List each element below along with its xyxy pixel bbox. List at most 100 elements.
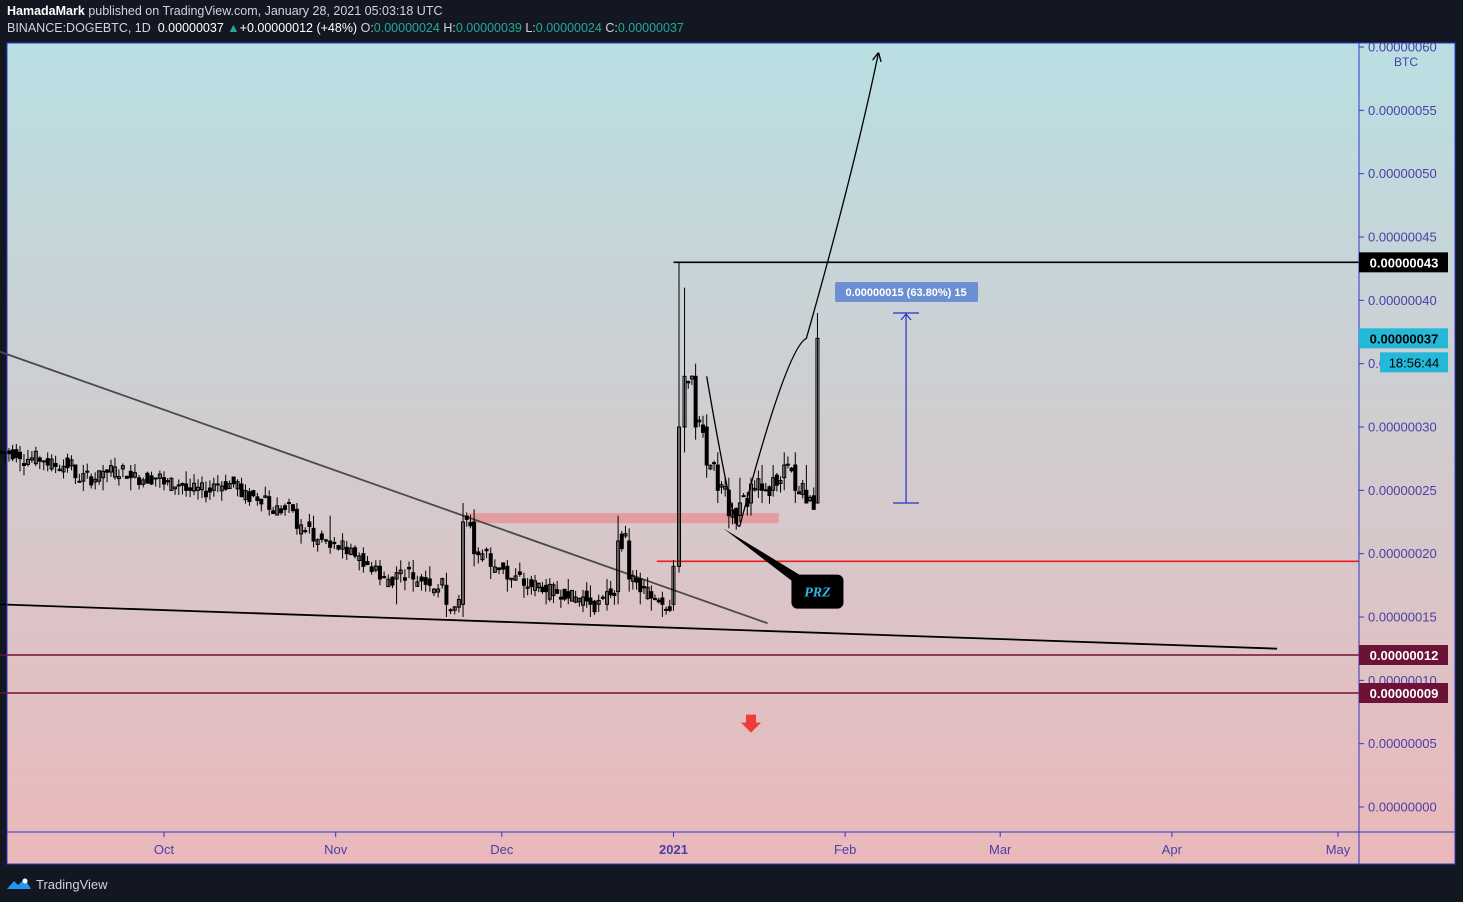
candle[interactable] [328,515,333,554]
candle[interactable] [444,572,449,617]
candle-filler[interactable] [763,482,768,492]
author-name[interactable]: HamadaMark [7,4,85,18]
candle-filler[interactable] [484,547,489,559]
candle-filler[interactable] [319,530,324,543]
candle[interactable] [544,579,549,605]
candle-filler[interactable] [65,453,70,473]
candle[interactable] [211,477,216,497]
candle-filler[interactable] [137,474,142,490]
candle-filler[interactable] [303,527,308,534]
candle-filler[interactable] [756,470,761,498]
candle[interactable] [737,477,742,522]
candle-filler[interactable] [149,471,154,486]
candle[interactable] [760,465,765,503]
candle-filler[interactable] [21,454,26,476]
candle-filler[interactable] [634,569,639,590]
candle-filler[interactable] [719,481,724,494]
candle-filler[interactable] [664,606,669,615]
candle[interactable] [505,560,510,592]
candle-filler[interactable] [81,464,86,491]
candle[interactable] [715,452,720,503]
candle[interactable] [311,515,316,548]
price-badge-1[interactable]: 0.00000012 [1359,645,1448,665]
candle-filler[interactable] [600,594,605,601]
prz-zone[interactable] [468,513,779,524]
candle-filler[interactable] [436,583,441,598]
candle-filler[interactable] [145,471,150,484]
candle-filler[interactable] [255,492,260,506]
candle-filler[interactable] [69,455,74,471]
candle-filler[interactable] [108,459,113,477]
candle[interactable] [804,465,809,504]
candle-filler[interactable] [365,556,370,566]
candle-filler[interactable] [517,562,522,577]
candle-filler[interactable] [641,579,646,594]
candle-filler[interactable] [275,497,280,516]
candle-filler[interactable] [452,605,457,615]
candle-filler[interactable] [386,574,391,588]
candle[interactable] [638,572,643,605]
candle-filler[interactable] [562,588,567,602]
tradingview-brand[interactable]: TradingView [36,876,108,892]
candle[interactable] [267,490,272,516]
candle-filler[interactable] [33,446,38,467]
candle[interactable] [627,528,632,592]
candle-filler[interactable] [415,575,420,587]
candle[interactable] [660,591,665,617]
candle-filler[interactable] [215,475,220,493]
candle[interactable] [704,414,709,478]
candle-filler[interactable] [203,481,208,503]
candle[interactable] [521,572,526,598]
candle-filler[interactable] [581,589,586,613]
candle-filler[interactable] [778,476,783,493]
candle-filler[interactable] [398,560,403,583]
candle[interactable] [427,566,432,592]
candle-filler[interactable] [619,530,624,552]
candle-filler[interactable] [263,486,268,499]
candle[interactable] [239,477,244,498]
candle-filler[interactable] [231,476,236,488]
candle-filler[interactable] [290,503,295,513]
candle[interactable] [394,566,399,605]
candle-filler[interactable] [332,537,337,549]
candle-filler[interactable] [37,456,42,470]
candle-filler[interactable] [286,498,291,514]
candle[interactable] [649,585,654,611]
candle-filler[interactable] [219,481,224,501]
candle-filler[interactable] [785,456,790,469]
candle[interactable] [488,547,493,579]
candle-filler[interactable] [223,474,228,491]
candle-filler[interactable] [369,562,374,575]
candle-filler[interactable] [701,415,706,438]
candle-filler[interactable] [689,375,694,386]
current-price-badge[interactable]: 0.00000037 [1359,328,1448,349]
candle-filler[interactable] [153,477,158,487]
candle[interactable] [18,446,23,472]
candle-filler[interactable] [188,478,193,498]
candle-filler[interactable] [112,457,117,480]
candle[interactable] [184,471,189,497]
candle-filler[interactable] [41,460,46,471]
candle-filler[interactable] [480,549,485,562]
candle-filler[interactable] [501,562,506,575]
candle[interactable] [671,560,676,611]
candle-filler[interactable] [513,568,518,581]
candle-filler[interactable] [808,495,813,503]
candle-filler[interactable] [25,449,30,467]
candle[interactable] [793,452,798,503]
candle-filler[interactable] [796,485,801,495]
candle-filler[interactable] [0,450,4,455]
candle-filler[interactable] [49,454,54,472]
candle-filler[interactable] [509,577,514,588]
candle-filler[interactable] [697,416,702,427]
projection-curve-arrow[interactable] [706,53,879,527]
candle-filler[interactable] [584,582,589,608]
candle-filler[interactable] [558,589,563,608]
candle-filler[interactable] [497,567,502,575]
candle-filler[interactable] [492,559,497,574]
candle-filler[interactable] [390,576,395,589]
candle-filler[interactable] [476,547,481,564]
candle-filler[interactable] [279,505,284,516]
candle-filler[interactable] [348,543,353,556]
candle-filler[interactable] [596,594,601,613]
